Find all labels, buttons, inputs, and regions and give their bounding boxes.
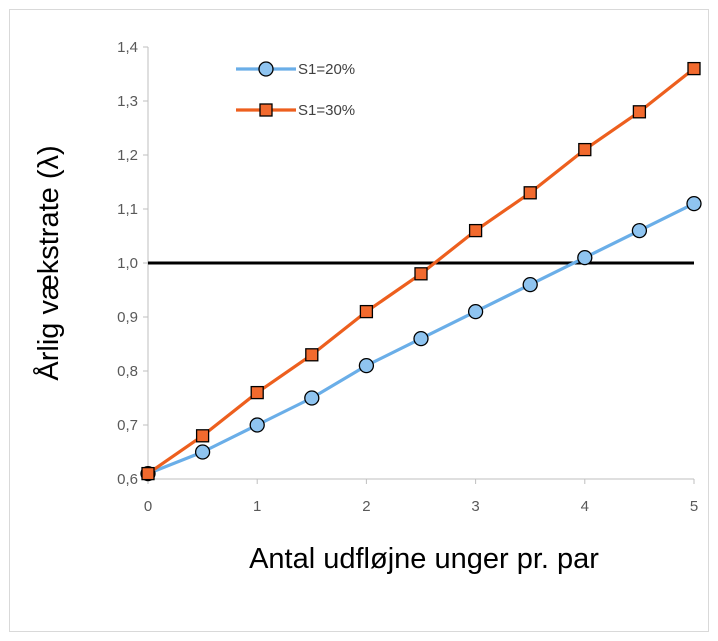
x-tick-label: 2 <box>362 498 370 515</box>
data-point <box>413 330 429 347</box>
series-1 <box>140 195 702 482</box>
data-point <box>359 304 374 319</box>
data-point <box>631 222 648 239</box>
data-point <box>523 186 537 200</box>
legend-label: S1=20% <box>298 61 355 78</box>
legend-item: S1=20% <box>236 61 355 78</box>
series-group <box>140 61 702 482</box>
data-point <box>141 466 155 481</box>
chart-frame: 0,6 0,7 0,8 0,9 1,0 1,1 1,2 1,3 1,4 0 1 2 3 4 5 S1=20%… <box>9 9 709 632</box>
y-tick-label: 0,8 <box>117 363 138 380</box>
y-tick-label: 1,1 <box>117 201 138 218</box>
x-tick-label: 4 <box>581 498 589 515</box>
data-point <box>686 195 702 212</box>
data-point <box>632 105 647 119</box>
legend-marker <box>258 61 274 77</box>
data-point <box>249 417 265 433</box>
y-tick-label: 0,9 <box>117 309 138 326</box>
y-tick-label: 1,2 <box>117 147 138 164</box>
data-point <box>577 249 593 266</box>
x-tick-label: 0 <box>144 498 152 515</box>
line-chart: 0,6 0,7 0,8 0,9 1,0 1,1 1,2 1,3 1,4 0 1 2 3 4 5 S1=20%… <box>32 39 702 575</box>
data-point <box>195 429 210 443</box>
data-point <box>687 61 701 76</box>
y-tick-label: 1,3 <box>117 93 138 110</box>
data-point <box>304 390 320 406</box>
x-tick-label: 3 <box>471 498 479 515</box>
data-point <box>194 444 211 460</box>
data-point <box>358 357 375 374</box>
y-tick-label: 1,4 <box>117 39 138 56</box>
data-point <box>578 142 592 157</box>
data-point <box>250 385 264 400</box>
y-tick-label: 1,0 <box>117 255 138 272</box>
legend: S1=20% S1=30% <box>236 61 355 119</box>
legend-item: S1=30% <box>236 102 355 119</box>
y-tick-label: 0,7 <box>117 417 138 434</box>
x-axis-title: Antal udfløjne unger pr. par <box>249 543 599 575</box>
data-point <box>467 303 484 320</box>
axes: 0,6 0,7 0,8 0,9 1,0 1,1 1,2 1,3 1,4 0 1 2 3 4 5 <box>117 39 698 515</box>
y-axis-title: Årlig vækstrate (λ) <box>32 145 65 380</box>
legend-marker <box>259 103 273 117</box>
legend-label: S1=30% <box>298 102 355 119</box>
x-tick-label: 5 <box>690 498 698 515</box>
y-tick-label: 0,6 <box>117 471 138 488</box>
data-point <box>468 223 483 238</box>
data-point <box>414 267 428 281</box>
series-2 <box>141 61 701 481</box>
data-point <box>522 276 538 293</box>
x-tick-label: 1 <box>253 498 261 515</box>
data-point <box>305 348 319 362</box>
